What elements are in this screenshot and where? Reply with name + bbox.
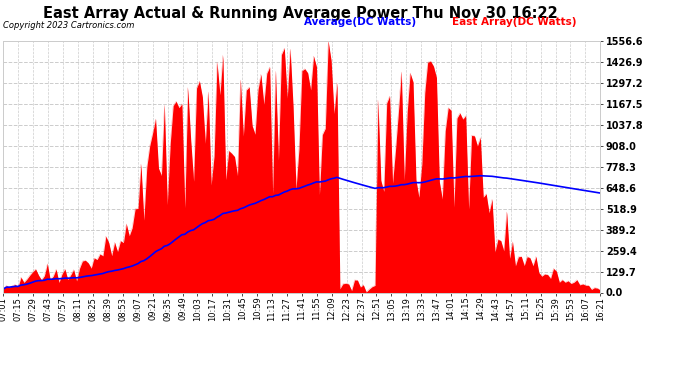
Text: East Array(DC Watts): East Array(DC Watts)	[452, 17, 576, 27]
Text: Copyright 2023 Cartronics.com: Copyright 2023 Cartronics.com	[3, 21, 135, 30]
Text: East Array Actual & Running Average Power Thu Nov 30 16:22: East Array Actual & Running Average Powe…	[43, 6, 558, 21]
Text: Average(DC Watts): Average(DC Watts)	[304, 17, 415, 27]
